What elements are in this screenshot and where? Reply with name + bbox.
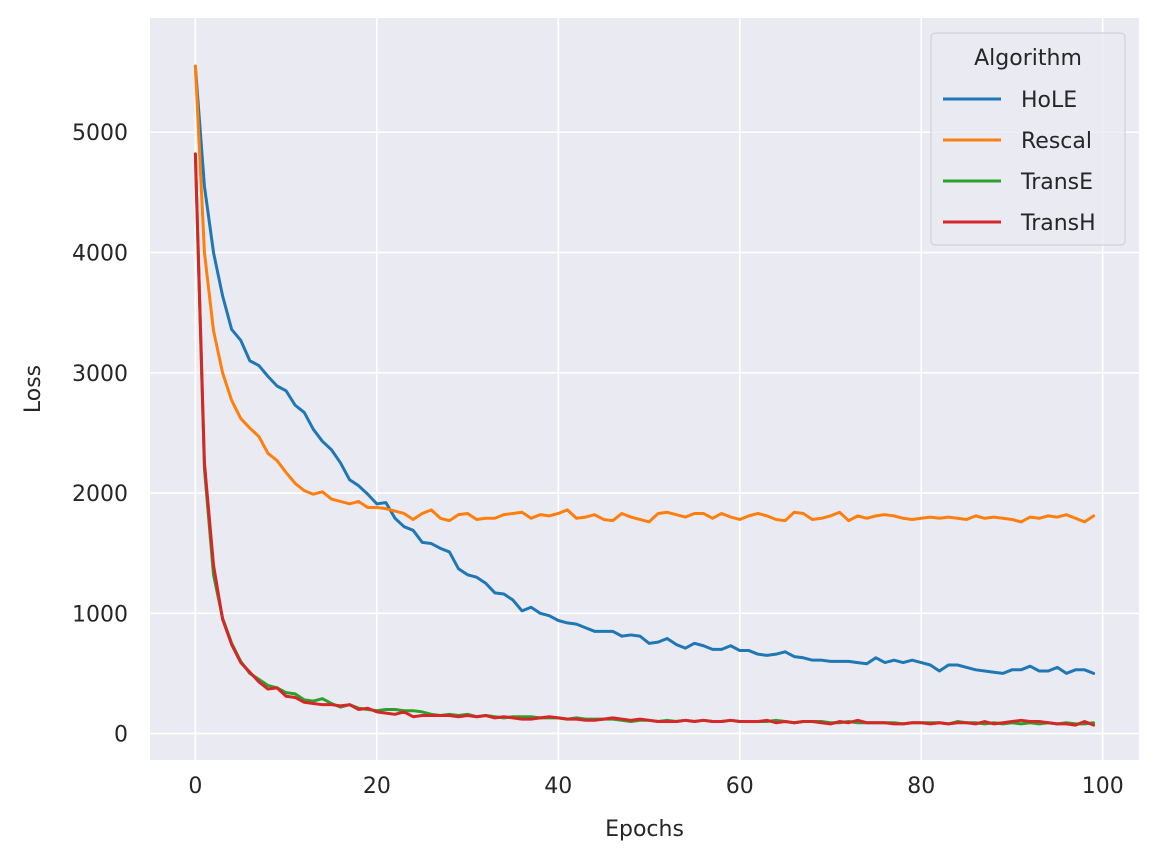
series-line-transh (193, 152, 1096, 727)
legend-label-transe: TransE (1020, 170, 1093, 195)
y-axis-label: Loss (21, 365, 46, 413)
legend: Algorithm HoLE Rescal TransE TransH (930, 32, 1126, 246)
y-tick-label: 4000 (72, 242, 128, 267)
x-axis-label: Epochs (605, 817, 684, 842)
x-tick-label: 20 (363, 774, 391, 799)
y-tick-label: 1000 (72, 602, 128, 627)
x-tick-label: 80 (907, 774, 935, 799)
y-tick-label: 5000 (72, 121, 128, 146)
legend-label-hole: HoLE (1021, 88, 1077, 113)
x-tick-label: 60 (726, 774, 754, 799)
x-tick-label: 100 (1082, 774, 1124, 799)
legend-items: HoLE Rescal TransE TransH (943, 88, 1096, 236)
legend-label-rescal: Rescal (1021, 129, 1092, 154)
y-tick-label: 3000 (72, 362, 128, 387)
legend-box (930, 32, 1126, 246)
legend-label-transh: TransH (1020, 211, 1096, 236)
x-tick-label: 40 (544, 774, 572, 799)
y-tick-label: 2000 (72, 482, 128, 507)
legend-title: Algorithm (974, 46, 1082, 71)
y-tick-label: 0 (114, 723, 128, 748)
series-lines (193, 64, 1096, 727)
series-line-rescal (193, 64, 1096, 524)
x-tick-label: 0 (188, 774, 202, 799)
series-line-hole (193, 64, 1096, 675)
